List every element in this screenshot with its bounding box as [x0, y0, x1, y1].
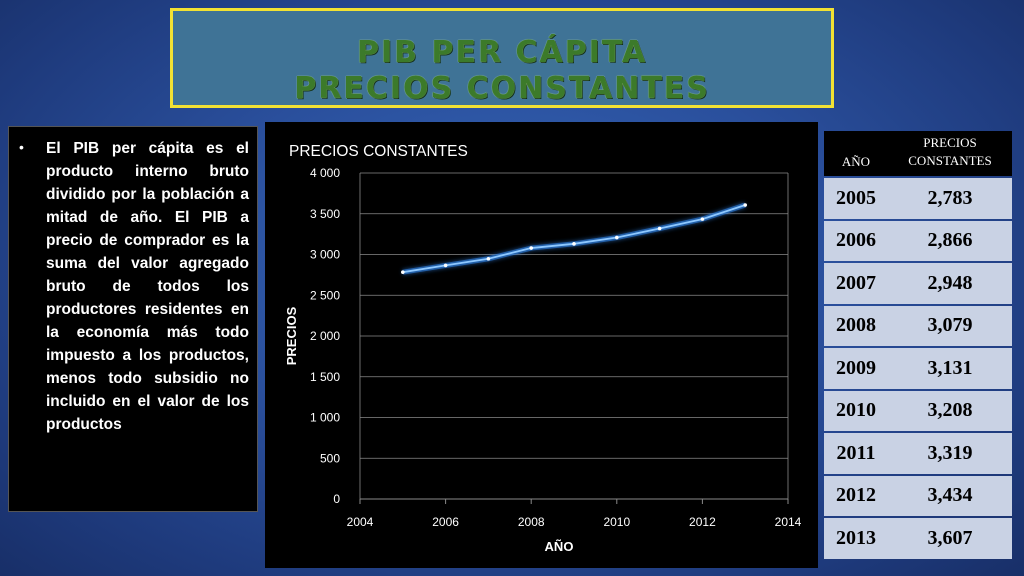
- table-body: 2005 2,783 2006 2,866 2007 2,948 2008 3,079 2009…: [824, 178, 1012, 559]
- description-text: El PIB per cápita es el producto interno…: [46, 140, 249, 433]
- bullet-point: •: [19, 139, 24, 155]
- table-row: 2012 3,434: [824, 475, 1012, 516]
- data-point: [700, 217, 705, 221]
- x-tick-label: 2008: [518, 515, 545, 529]
- x-tick-label: 2006: [432, 515, 459, 529]
- cell-value: 3,607: [927, 526, 973, 549]
- data-point: [572, 242, 576, 246]
- cell-year: 2012: [836, 484, 876, 507]
- table-row: 2005 2,783: [824, 178, 1012, 219]
- header-constant-prices: PRECIOS CONSTANTES: [908, 135, 992, 168]
- cell-year: 2010: [836, 399, 876, 422]
- description-panel: • El PIB per cápita es el producto inter…: [8, 126, 258, 512]
- data-point: [486, 256, 491, 261]
- y-axis-title: PRECIOS: [284, 306, 299, 365]
- cell-value: 3,079: [927, 314, 973, 337]
- y-tick-label: 500: [320, 451, 340, 465]
- y-tick-label: 2 000: [310, 329, 340, 343]
- series-line-group: [401, 202, 747, 275]
- table-row: 2007 2,948: [824, 263, 1012, 304]
- title-banner: PIB PER CÁPITA PRECIOS CONSTANTES: [170, 8, 834, 108]
- cell-year: 2006: [836, 229, 876, 252]
- table-row: 2010 3,208: [824, 390, 1012, 431]
- data-point: [443, 263, 448, 268]
- cell-year: 2007: [836, 271, 876, 294]
- cell-value: 3,319: [927, 441, 973, 464]
- table-row: 2006 2,866: [824, 220, 1012, 261]
- cell-year: 2011: [836, 441, 876, 464]
- title-line-2: PRECIOS CONSTANTES: [294, 71, 710, 106]
- cell-value: 2,866: [927, 229, 973, 252]
- cell-value: 2,948: [927, 271, 973, 294]
- y-tick-label: 1 500: [310, 370, 340, 384]
- x-tick-label: 2012: [689, 515, 716, 529]
- series-line-glow: [402, 202, 746, 275]
- x-axis-title: AÑO: [545, 539, 574, 554]
- data-table: AÑO PRECIOS CONSTANTES 2005 2,783 2006 2,86…: [824, 131, 1012, 559]
- data-point: [401, 270, 405, 274]
- y-tick-label: 4 000: [310, 166, 340, 180]
- cell-year: 2013: [836, 526, 876, 549]
- x-tick-label: 2014: [775, 515, 802, 529]
- x-tick-label: 2004: [347, 515, 374, 529]
- cell-year: 2009: [836, 356, 876, 379]
- cell-value: 3,131: [927, 356, 973, 379]
- y-tick-label: 3 500: [310, 207, 340, 221]
- header-year: AÑO: [841, 154, 871, 169]
- y-tick-label: 3 000: [310, 248, 340, 262]
- data-point: [529, 246, 533, 250]
- chart-panel: 0 500 1 000 1 500 2 000 2 500 3 000 3 500 4 000 2…: [265, 122, 818, 568]
- grid-lines: [360, 172, 788, 459]
- title-line-1: PIB PER CÁPITA: [356, 35, 648, 70]
- data-point: [657, 226, 662, 231]
- y-tick-label: 0: [333, 492, 340, 506]
- axes: [359, 173, 789, 504]
- labels: 0 500 1 000 1 500 2 000 2 500 3 000 3 500 4 000 2…: [284, 143, 802, 554]
- cell-year: 2005: [836, 186, 876, 209]
- data-point: [615, 235, 619, 240]
- data-point: [743, 203, 747, 207]
- table-row: 2008 3,079: [824, 305, 1012, 346]
- cell-value: 3,434: [927, 484, 973, 507]
- table-row: 2011 3,319: [824, 433, 1012, 474]
- table-row: 2009 3,131: [824, 348, 1012, 389]
- table-header: AÑO PRECIOS CONSTANTES: [824, 131, 1012, 176]
- y-tick-label: 1 000: [310, 411, 340, 425]
- cell-value: 3,208: [927, 399, 973, 422]
- cell-year: 2008: [836, 314, 876, 337]
- x-tick-label: 2010: [603, 515, 630, 529]
- chart-title: PRECIOS CONSTANTES: [289, 143, 468, 160]
- line-chart: 0 500 1 000 1 500 2 000 2 500 3 000 3 500 4 000 2…: [284, 143, 802, 554]
- table-row: 2013 3,607: [824, 518, 1012, 559]
- cell-value: 2,783: [927, 186, 973, 209]
- y-tick-label: 2 500: [310, 288, 340, 302]
